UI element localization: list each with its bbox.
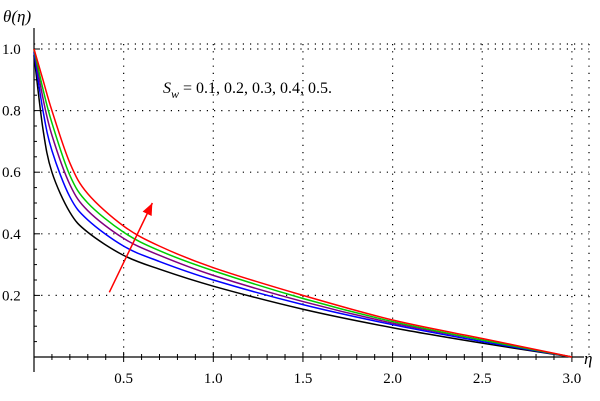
annotation-values: = 0.1, 0.2, 0.3, 0.4, 0.5. — [179, 80, 332, 97]
trend-arrow-shaft — [108, 202, 154, 293]
series-line-5 — [33, 48, 573, 358]
series-line-1 — [33, 55, 573, 358]
y-tick-label: 0.6 — [2, 165, 21, 181]
x-axis-title: η — [584, 349, 592, 368]
x-tick-label: 1.5 — [294, 371, 313, 387]
x-tick-label: 2.5 — [473, 371, 492, 387]
series-line-4 — [33, 48, 573, 358]
y-tick-label: 1.0 — [2, 42, 21, 58]
series-line-2 — [33, 51, 573, 358]
y-tick-label: 0.2 — [2, 288, 21, 304]
parameter-annotation: Sw = 0.1, 0.2, 0.3, 0.4, 0.5. — [163, 80, 332, 101]
trend-arrow-head — [142, 203, 153, 216]
tick-labels: 0.5 1.0 1.5 2.0 2.5 3.0 0.2 0.4 0.6 0.8 1.0 — [2, 42, 581, 387]
y-axis-title: θ(η) — [3, 7, 31, 26]
trend-arrow — [108, 202, 154, 293]
x-tick-label: 2.0 — [383, 371, 402, 387]
axes — [33, 28, 584, 372]
annotation-subscript: w — [171, 87, 179, 101]
x-tick-label: 0.5 — [114, 371, 133, 387]
y-tick-label: 0.4 — [2, 227, 21, 243]
x-tick-label: 1.0 — [204, 371, 223, 387]
series-lines — [33, 48, 573, 358]
annotation-symbol: S — [163, 80, 171, 97]
y-tick-label: 0.8 — [2, 104, 21, 120]
x-tick-label: 3.0 — [563, 371, 582, 387]
series-line-3 — [33, 48, 573, 358]
